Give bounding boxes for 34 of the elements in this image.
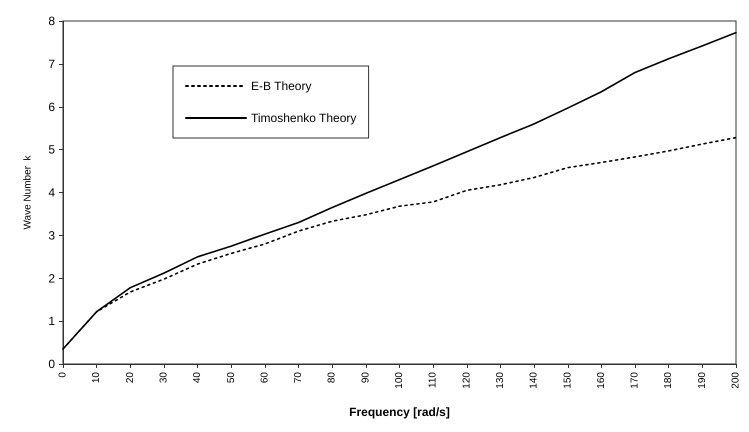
- x-tick-label: 150: [562, 372, 574, 389]
- x-tick-label: 50: [226, 372, 237, 384]
- x-axis-title: Frequency [rad/s]: [349, 405, 450, 419]
- y-tick-label: 2: [48, 271, 56, 286]
- x-tick-label: 40: [192, 372, 204, 384]
- x-tick-label: 130: [494, 372, 506, 389]
- x-tick-label: 190: [696, 372, 708, 389]
- y-tick-label: 5: [48, 142, 56, 157]
- x-tick-label: 160: [596, 372, 607, 389]
- x-tick-label: 60: [259, 372, 270, 384]
- x-tick-label: 140: [528, 372, 540, 389]
- y-axis-title: Wave Number k: [22, 154, 34, 230]
- x-tick-label: 30: [158, 372, 170, 384]
- y-tick-label: 4: [48, 186, 56, 200]
- x-tick-label: 20: [124, 372, 136, 384]
- y-tick-label: 3: [48, 228, 56, 242]
- x-tick-label: 70: [293, 372, 304, 384]
- y-tick-label: 1: [48, 314, 56, 328]
- x-tick-label: 180: [663, 372, 674, 389]
- x-tick-label: 90: [360, 372, 372, 384]
- x-tick-label: 120: [461, 372, 472, 389]
- y-tick-label: 8: [48, 14, 56, 28]
- y-tick-label: 6: [48, 100, 56, 114]
- x-tick-label: 0: [58, 372, 68, 378]
- y-tick-label: 0: [48, 357, 56, 371]
- legend-label: E-B Theory: [251, 79, 312, 93]
- x-tick-label: 80: [326, 372, 338, 384]
- legend-label: Timoshenko Theory: [251, 111, 356, 125]
- y-tick-label: 7: [48, 56, 56, 71]
- x-tick-label: 10: [91, 372, 102, 384]
- x-tick-label: 170: [630, 372, 641, 389]
- x-tick-label: 110: [428, 372, 439, 388]
- x-tick-label: 200: [730, 372, 742, 389]
- x-tick-label: 100: [394, 372, 405, 389]
